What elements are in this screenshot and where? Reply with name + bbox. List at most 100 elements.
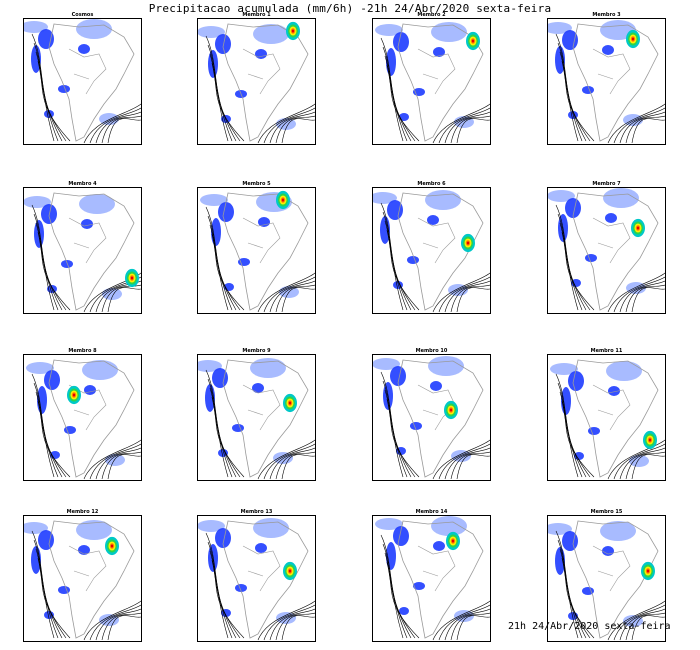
- precip-area: [24, 522, 48, 534]
- precip-area: [393, 526, 409, 546]
- precip-area: [413, 88, 425, 96]
- isobar: [211, 559, 315, 641]
- footer-timestamp: 21h 24/Abr/2020 sexta-feira: [508, 621, 671, 632]
- coastline: [48, 192, 135, 311]
- precip-area: [232, 424, 244, 432]
- forecast-panel: Membro 6: [372, 181, 491, 314]
- country-borders: [592, 384, 631, 431]
- precipitation-map: [197, 354, 316, 481]
- precip-area: [255, 543, 267, 553]
- country-borders: [242, 384, 281, 431]
- precip-core: [648, 438, 652, 442]
- isobar: [37, 231, 141, 313]
- panel-label: Membro 12: [66, 509, 99, 515]
- precip-area: [79, 194, 115, 214]
- forecast-panel: Membro 15: [547, 509, 666, 642]
- isobar: [557, 213, 665, 313]
- map-drawing: [548, 188, 665, 313]
- precipitation-map: [372, 354, 491, 481]
- coastline: [572, 359, 659, 478]
- isobar: [557, 539, 665, 641]
- isobar: [559, 548, 665, 641]
- forecast-panel: Membro 12: [23, 509, 142, 642]
- country-borders: [68, 48, 107, 95]
- precip-area: [433, 47, 445, 57]
- precip-area: [78, 44, 90, 54]
- coastline: [397, 520, 484, 639]
- isobar: [207, 541, 315, 641]
- isobar: [382, 543, 490, 641]
- precip-area: [585, 254, 597, 262]
- precip-area: [427, 215, 439, 225]
- isobar: [384, 55, 490, 144]
- isobar: [207, 44, 315, 144]
- precip-area: [26, 362, 54, 374]
- precip-area: [413, 582, 425, 590]
- precipitation-map: [547, 515, 666, 642]
- precip-area: [76, 19, 112, 39]
- country-borders: [242, 217, 281, 264]
- precip-core: [72, 393, 76, 397]
- isobar: [563, 240, 665, 313]
- precip-area: [548, 190, 575, 202]
- precip-area: [407, 256, 419, 264]
- map-drawing: [550, 359, 665, 480]
- map-drawing: [375, 22, 490, 144]
- precip-area: [550, 363, 578, 375]
- precip-core: [466, 241, 470, 245]
- isobar: [39, 240, 141, 313]
- precip-area: [41, 204, 57, 224]
- precip-area: [218, 202, 234, 222]
- isobar: [213, 568, 315, 641]
- precip-area: [31, 45, 41, 73]
- country-borders: [417, 217, 456, 264]
- precip-area: [255, 49, 267, 59]
- forecast-panel: Membro 2: [372, 12, 491, 145]
- isobar: [388, 73, 490, 144]
- forecast-panel: Membro 7: [547, 181, 666, 314]
- isobar: [557, 382, 665, 480]
- forecast-panel: Membro 14: [372, 509, 491, 642]
- forecast-panel: Membro 10: [372, 348, 491, 481]
- precip-area: [253, 518, 289, 538]
- map-drawing: [198, 21, 315, 144]
- isobar: [37, 400, 141, 480]
- map-drawing: [548, 20, 665, 144]
- precip-area: [105, 454, 125, 466]
- panel-label: Membro 2: [417, 12, 446, 18]
- precip-area: [215, 34, 231, 54]
- isobar: [35, 391, 141, 480]
- precip-area: [390, 366, 406, 386]
- country-borders: [417, 384, 456, 431]
- isobar: [37, 557, 141, 641]
- precip-area: [602, 45, 614, 55]
- precip-area: [50, 451, 60, 459]
- precip-area: [250, 358, 286, 378]
- precip-area: [431, 22, 467, 42]
- precip-area: [78, 545, 90, 555]
- precip-area: [38, 530, 54, 550]
- precip-area: [200, 194, 228, 206]
- map-drawing: [548, 520, 665, 641]
- precip-area: [76, 520, 112, 540]
- precip-area: [215, 528, 231, 548]
- map-drawing: [373, 190, 490, 313]
- country-borders: [68, 545, 107, 592]
- panel-label: Membro 15: [590, 509, 623, 515]
- isobar: [207, 215, 315, 313]
- coastline: [397, 192, 484, 311]
- precip-core: [291, 29, 295, 33]
- panel-label: Membro 9: [242, 348, 271, 354]
- isobar: [39, 566, 141, 641]
- map-drawing: [26, 359, 141, 480]
- precip-area: [58, 586, 70, 594]
- precip-area: [81, 219, 93, 229]
- precip-area: [198, 26, 225, 38]
- panel-label: Membro 8: [68, 348, 97, 354]
- isobar: [559, 391, 665, 480]
- precip-area: [212, 368, 228, 388]
- forecast-panel: Membro 13: [197, 509, 316, 642]
- panel-label: Membro 3: [592, 12, 621, 18]
- precip-area: [555, 547, 565, 575]
- isobar: [213, 242, 315, 313]
